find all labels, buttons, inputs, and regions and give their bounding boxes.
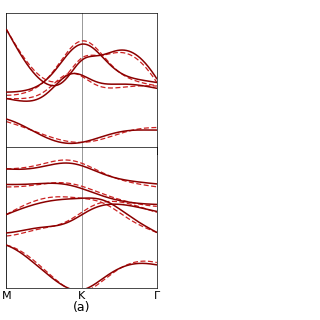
Text: (a): (a): [73, 300, 90, 314]
